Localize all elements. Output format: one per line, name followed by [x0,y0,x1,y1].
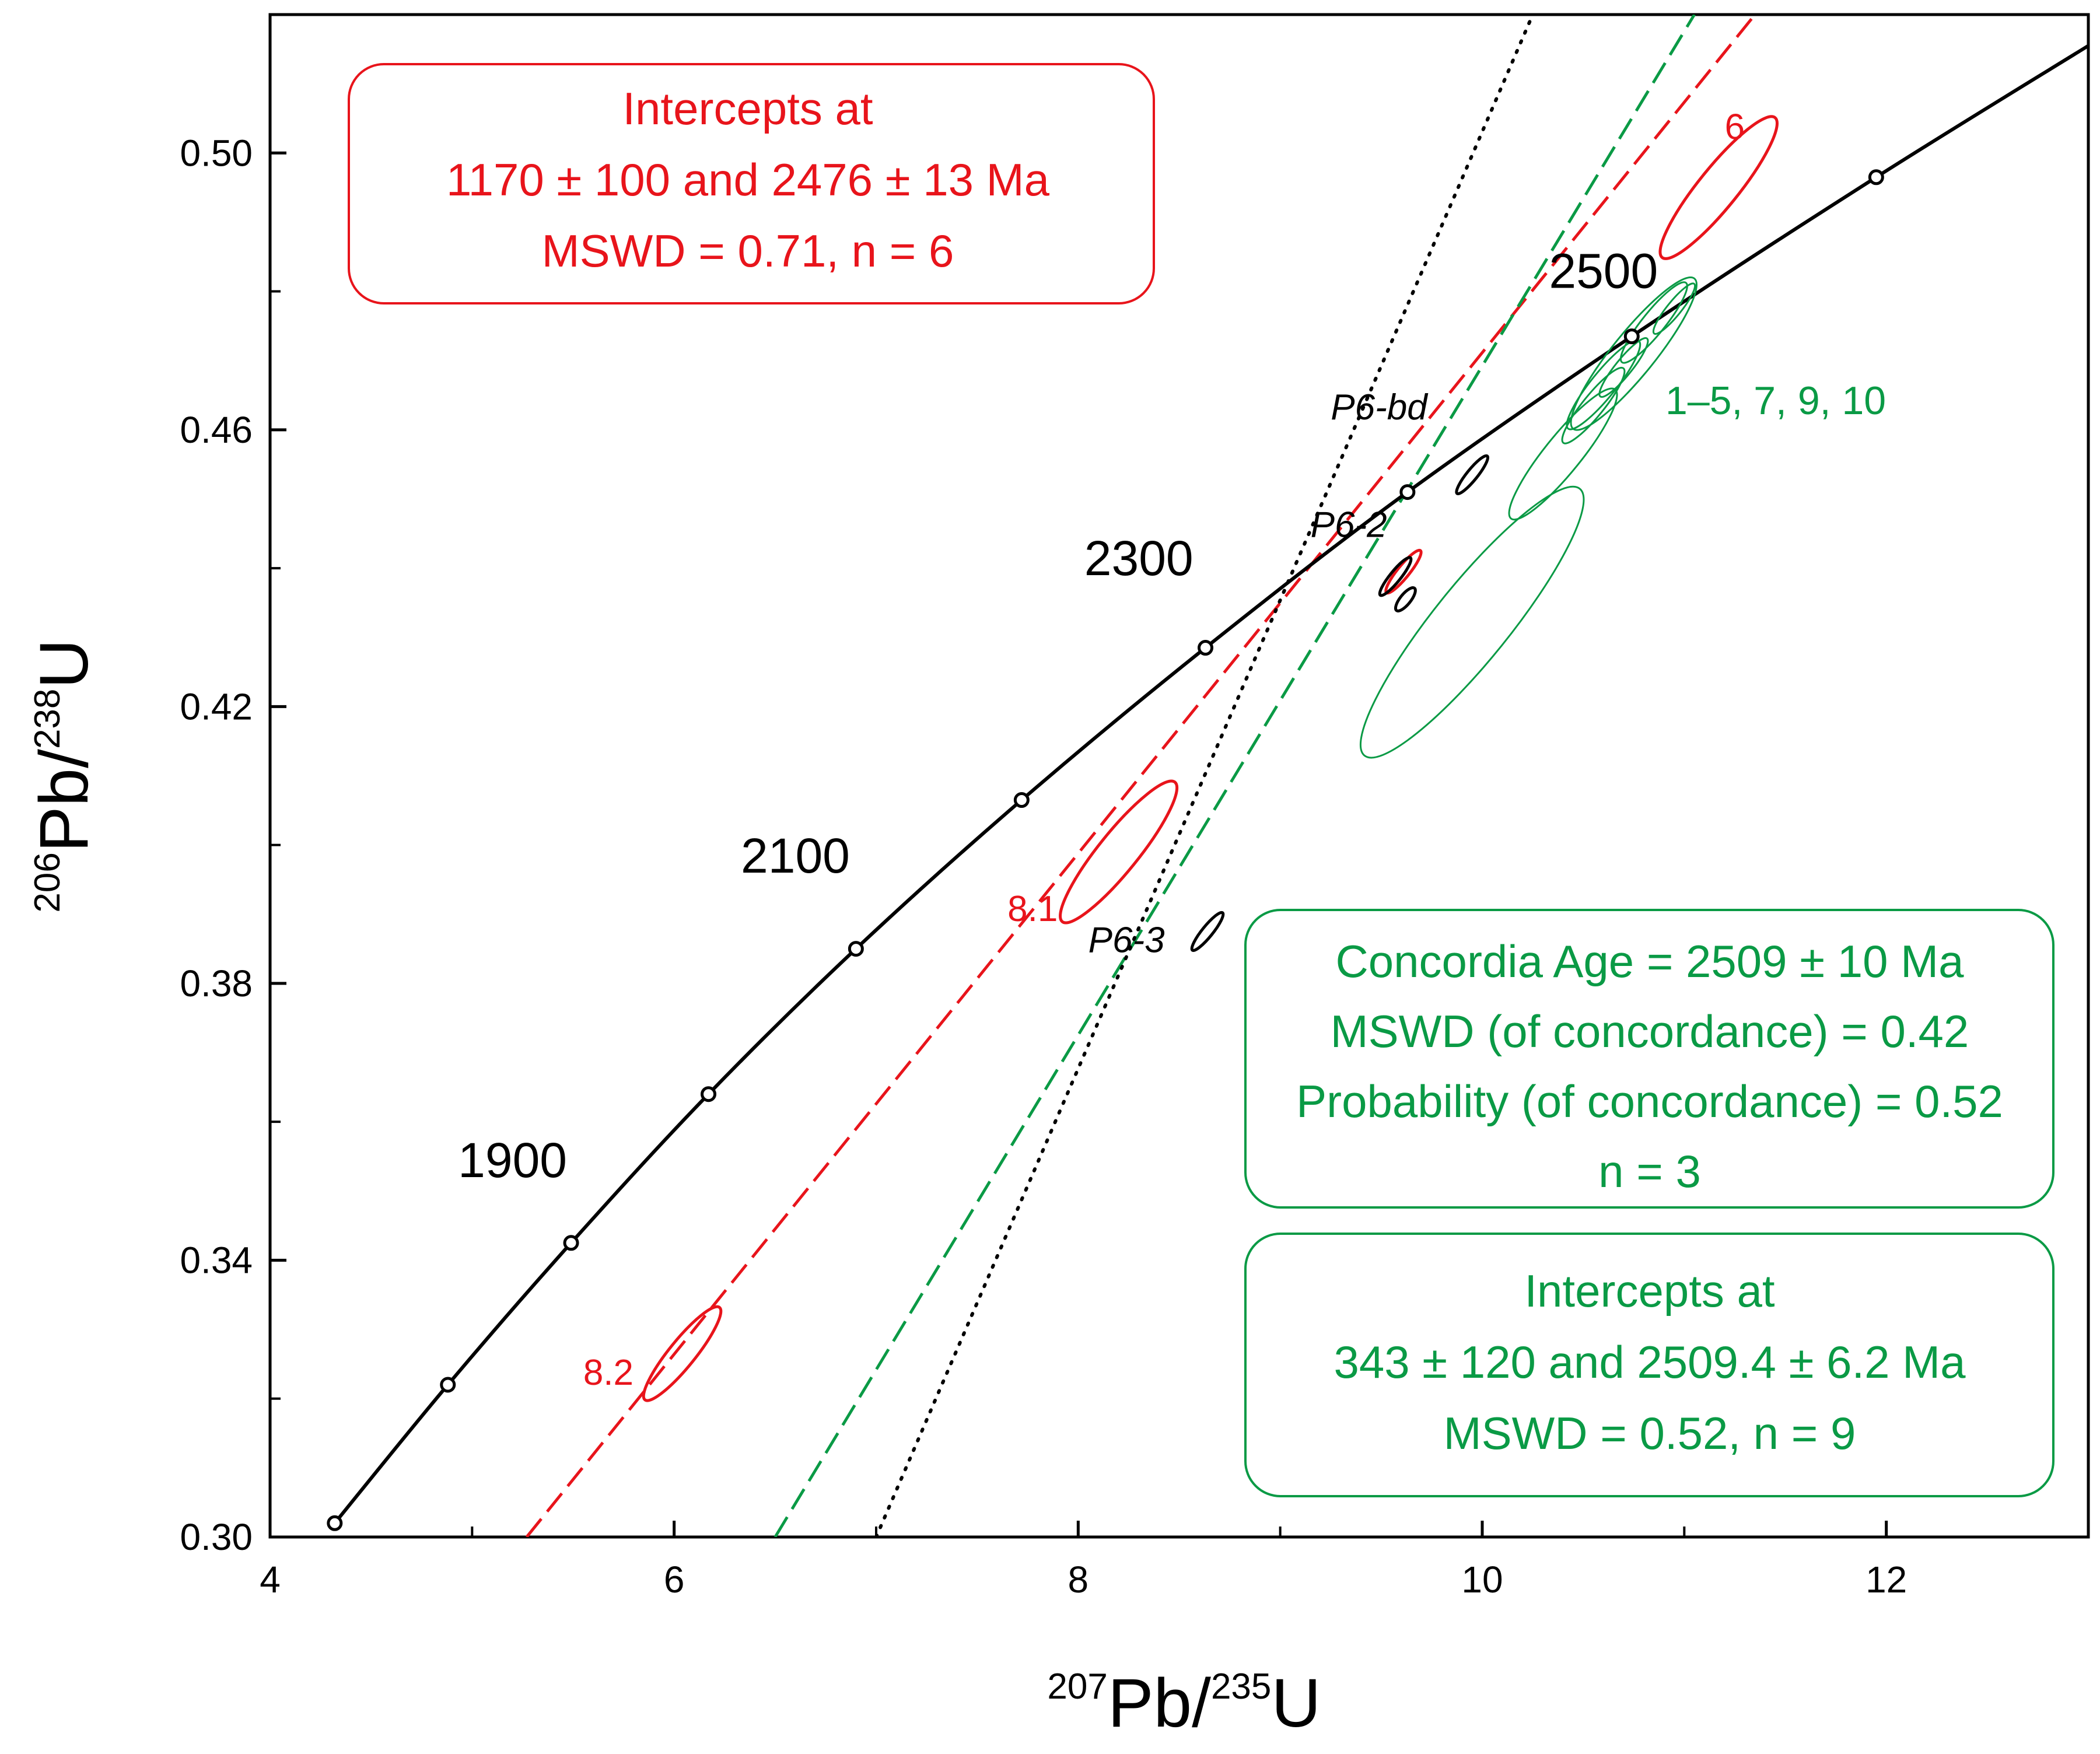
age-marker [1868,169,1884,185]
error-ellipse [1598,337,1649,398]
x-axis-title-pre: 207 [1047,1667,1107,1707]
plot-frame [268,13,2090,1539]
green-box-1-line-1: Concordia Age = 2509 ± 10 Ma [1335,936,1964,987]
x-tick-label: 12 [1866,1559,1907,1601]
black-discordia-line [874,15,1535,1537]
age-label: 2100 [741,828,850,883]
error-ellipse [1455,454,1490,496]
y-tick-label: 0.50 [180,132,253,174]
green-box-2-line-1: Intercepts at [1524,1265,1775,1317]
x-tick-label: 6 [664,1559,685,1601]
ellipse-label: P6-3 [1088,920,1165,961]
x-tick-label: 8 [1068,1559,1089,1601]
x-axis-title-sup2: 235 [1211,1667,1271,1707]
concordia-age-markers [327,169,1884,1531]
red-intercepts-box: Intercepts at 1170 ± 100 and 2476 ± 13 M… [348,63,1155,304]
error-ellipse [1359,485,1585,759]
red-box-line-2: 1170 ± 100 and 2476 ± 13 Ma [446,154,1050,205]
green-box-1-line-4: n = 3 [1598,1146,1701,1197]
y-axis-title-pre: 206 [27,852,68,912]
x-axis-title: 207Pb/235U [1047,1665,1321,1742]
error-ellipse [1561,366,1626,444]
age-marker [563,1235,579,1251]
age-marker [1198,640,1214,656]
red-box-line-3: MSWD = 0.71, n = 6 [542,225,954,276]
concordia-curve [333,44,2088,1525]
green-box-2-frame [1244,1233,2054,1497]
axis-ticks [268,151,1888,1539]
error-ellipses [642,115,1779,1402]
error-ellipse [1658,115,1779,260]
x-tick-label: 4 [260,1559,281,1601]
age-marker [1013,792,1030,808]
x-tick-label: 10 [1461,1559,1503,1601]
green-discordia-line [774,15,1696,1537]
y-tick-label: 0.38 [180,962,253,1004]
green-concordia-box: Concordia Age = 2509 ± 10 Ma MSWD (of co… [1244,909,2054,1209]
green-box-2-line-3: MSWD = 0.52, n = 9 [1444,1408,1856,1459]
concordia-age-labels: 1900 2100 2300 2500 [458,244,1658,1188]
age-marker [327,1515,343,1531]
error-ellipse [1059,779,1179,925]
ellipse-label: P6-bd [1331,387,1429,428]
point-labels: 6 8.1 8.2 P6-bd P6-2 P6-3 [583,107,1745,1393]
y-tick-label: 0.34 [180,1239,253,1281]
x-axis-title-base2: U [1271,1665,1321,1742]
red-box-line-1: Intercepts at [622,83,873,134]
age-marker [440,1377,456,1393]
green-intercepts-box: Intercepts at 343 ± 120 and 2509.4 ± 6.2… [1244,1233,2054,1497]
green-group-label: 1–5, 7, 9, 10 [1665,379,1886,423]
age-marker [848,941,864,957]
age-label: 2300 [1084,531,1194,586]
error-ellipse [1384,548,1423,595]
ellipse-label: P6-2 [1311,505,1387,545]
age-marker [1399,484,1416,500]
age-label: 2500 [1549,244,1658,299]
error-ellipse [1190,911,1225,953]
green-box-2-line-2: 343 ± 120 and 2509.4 ± 6.2 Ma [1334,1336,1966,1388]
ellipse-label: 6 [1725,107,1745,148]
age-marker [1623,328,1640,345]
x-axis-title-base1: Pb/ [1108,1665,1211,1742]
y-axis-title-base2: U [26,639,103,688]
y-axis-title: 206Pb/238U [26,639,103,912]
ellipse-label: 8.1 [1007,889,1058,929]
y-tick-label: 0.42 [180,685,253,727]
red-box-frame [348,63,1155,304]
green-box-1-frame [1244,909,2054,1209]
x-tick-labels: 4 6 8 10 12 [260,1559,1907,1601]
y-tick-labels: 0.30 0.34 0.38 0.42 0.46 0.50 [180,132,253,1558]
error-ellipse [1378,556,1413,597]
y-axis-title-base1: Pb/ [26,749,103,852]
green-box-1-line-3: Probability (of concordance) = 0.52 [1296,1076,2003,1127]
y-axis-title-sup2: 238 [27,689,68,749]
discordia-lines [525,15,1756,1537]
y-tick-label: 0.30 [180,1516,253,1558]
age-label: 1900 [458,1133,567,1188]
ellipse-label: 8.2 [583,1353,634,1393]
age-marker [701,1086,717,1102]
y-tick-label: 0.46 [180,409,253,451]
error-ellipse [642,1305,723,1402]
green-box-1-line-2: MSWD (of concordance) = 0.42 [1331,1006,1969,1057]
error-ellipse [1394,586,1417,612]
error-ellipse [1652,282,1696,335]
